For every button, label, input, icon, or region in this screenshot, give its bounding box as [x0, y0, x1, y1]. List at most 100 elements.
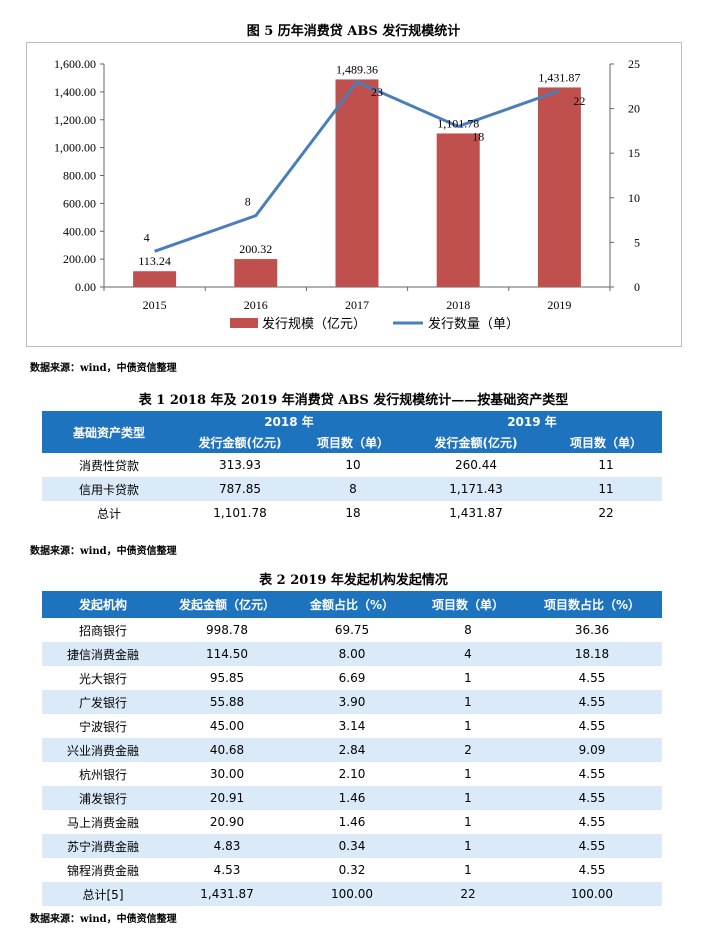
table1-cell: 10: [304, 453, 402, 477]
table2-cell: 杭州银行: [42, 762, 164, 786]
bar-data-label: 113.24: [138, 254, 171, 268]
table2-cell: 1: [414, 834, 522, 858]
table1-cell: 11: [550, 453, 662, 477]
line-data-label: 23: [371, 85, 383, 99]
legend-label-bar: 发行规模（亿元）: [262, 316, 366, 331]
x-axis-tick-label: 2017: [345, 298, 369, 312]
table2-cell: 30.00: [164, 762, 290, 786]
table2-cell: 4.53: [164, 858, 290, 882]
table2-cell: 浦发银行: [42, 786, 164, 810]
table2-row: 兴业消费金融 40.68 2.84 2 9.09: [42, 738, 662, 762]
table2-header-cell: 项目数占比（%）: [543, 598, 641, 612]
table2-cell: 1: [414, 858, 522, 882]
line-data-label: 8: [245, 195, 251, 209]
table2-cell: 22: [414, 882, 522, 906]
table1-cell: 8: [304, 477, 402, 501]
table2-row: 浦发银行 20.91 1.46 1 4.55: [42, 786, 662, 810]
table2-row: 总计[5] 1,431.87 100.00 22 100.00: [42, 882, 662, 906]
table2-cell: 招商银行: [42, 618, 164, 642]
chart: 0.00 200.00 400.00 600.00 800.00 1,000.00 1,20…: [54, 57, 640, 331]
table2-row: 捷信消费金融 114.50 8.00 4 18.18: [42, 642, 662, 666]
source-note-1: 数据来源：wind，中债资信整理: [30, 363, 177, 374]
table2-cell: 2.10: [290, 762, 414, 786]
left-axis-tick-label: 800.00: [63, 169, 96, 183]
table2-cell: 4.55: [522, 810, 662, 834]
left-axis-tick-label: 0.00: [75, 280, 96, 294]
line-data-label: 4: [144, 230, 150, 244]
table2-header-cell: 发起金额（亿元）: [178, 598, 275, 612]
table2-cell: 45.00: [164, 714, 290, 738]
bar: [436, 133, 480, 287]
right-axis-tick-label: 0: [634, 280, 640, 294]
table1-head-2019: 2019 年: [507, 414, 557, 429]
table2-cell: 1,431.87: [164, 882, 290, 906]
table1-head-count-2019: 项目数（单）: [569, 435, 642, 450]
table2-cell: 4: [414, 642, 522, 666]
table2-cell: 0.32: [290, 858, 414, 882]
table1-head-type: 基础资产类型: [72, 425, 145, 440]
left-axis-tick-label: 400.00: [63, 224, 96, 238]
table2-cell: 锦程消费金融: [42, 858, 164, 882]
table2-header-cell: 发起机构: [78, 598, 127, 612]
table1-row-credit-card-loan: 信用卡贷款 787.85 8 1,171.43 11: [42, 477, 662, 501]
x-axis-tick-label: 2016: [244, 298, 268, 312]
table1-row-total: 总计 1,101.78 18 1,431.87 22: [42, 501, 662, 525]
right-axis-tick-label: 20: [628, 102, 640, 116]
table1-head-amount-2019: 发行金额(亿元): [434, 435, 518, 450]
table2-cell: 18.18: [522, 642, 662, 666]
table1-row-consumer-loan: 消费性贷款 313.93 10 260.44 11: [42, 453, 662, 477]
table2: 发起机构 发起金额（亿元） 金额占比（%） 项目数（单） 项目数占比（%） 招商银行 99…: [42, 591, 662, 906]
table2-row: 杭州银行 30.00 2.10 1 4.55: [42, 762, 662, 786]
table1-title: 表 1 2018 年及 2019 年消费贷 ABS 发行规模统计——按基础资产类…: [138, 393, 569, 408]
table2-cell: 4.55: [522, 834, 662, 858]
right-axis-tick-label: 5: [634, 235, 640, 249]
table2-row: 马上消费金融 20.90 1.46 1 4.55: [42, 810, 662, 834]
table2-row: 光大银行 95.85 6.69 1 4.55: [42, 666, 662, 690]
bar: [234, 259, 278, 287]
table2-cell: 苏宁消费金融: [42, 834, 164, 858]
table2-cell: 1.46: [290, 786, 414, 810]
table2-cell: 3.14: [290, 714, 414, 738]
table2-row: 宁波银行 45.00 3.14 1 4.55: [42, 714, 662, 738]
table2-cell: 69.75: [290, 618, 414, 642]
table1-cell: 260.44: [402, 453, 550, 477]
left-axis-tick-label: 1,200.00: [54, 113, 96, 127]
table2-cell: 马上消费金融: [42, 810, 164, 834]
table1-cell: 22: [550, 501, 662, 525]
left-axis-tick-label: 1,400.00: [54, 85, 96, 99]
table1-cell: 消费性贷款: [42, 453, 176, 477]
table2-row: 苏宁消费金融 4.83 0.34 1 4.55: [42, 834, 662, 858]
table2-header-cell: 金额占比（%）: [309, 598, 395, 612]
table2-cell: 55.88: [164, 690, 290, 714]
bar: [133, 271, 177, 287]
table2-cell: 1: [414, 690, 522, 714]
x-axis-tick-label: 2018: [446, 298, 470, 312]
table1-head-2018: 2018 年: [264, 414, 314, 429]
legend-swatch-bar: [230, 318, 258, 328]
table2-cell: 8: [414, 618, 522, 642]
table2-cell: 100.00: [522, 882, 662, 906]
table1-cell: 18: [304, 501, 402, 525]
right-axis-tick-label: 15: [628, 146, 640, 160]
table2-cell: 95.85: [164, 666, 290, 690]
table2-cell: 1.46: [290, 810, 414, 834]
table2-cell: 114.50: [164, 642, 290, 666]
table1-cell: 总计: [42, 501, 176, 525]
line-data-label: 22: [573, 94, 585, 108]
table2-cell: 20.90: [164, 810, 290, 834]
table2-cell: 0.34: [290, 834, 414, 858]
table2-cell: 4.55: [522, 714, 662, 738]
table2-cell: 2: [414, 738, 522, 762]
table2-cell: 4.55: [522, 690, 662, 714]
table1-cell: 1,171.43: [402, 477, 550, 501]
table2-cell: 4.55: [522, 762, 662, 786]
right-axis-tick-label: 10: [628, 191, 640, 205]
table1-cell: 787.85: [176, 477, 304, 501]
table2-cell: 4.55: [522, 786, 662, 810]
table2-cell: 8.00: [290, 642, 414, 666]
bar-data-label: 200.32: [239, 242, 272, 256]
bar: [335, 79, 379, 288]
table2-title: 表 2 2019 年发起机构发起情况: [259, 573, 448, 588]
table2-cell: 9.09: [522, 738, 662, 762]
left-axis-tick-label: 1,000.00: [54, 141, 96, 155]
